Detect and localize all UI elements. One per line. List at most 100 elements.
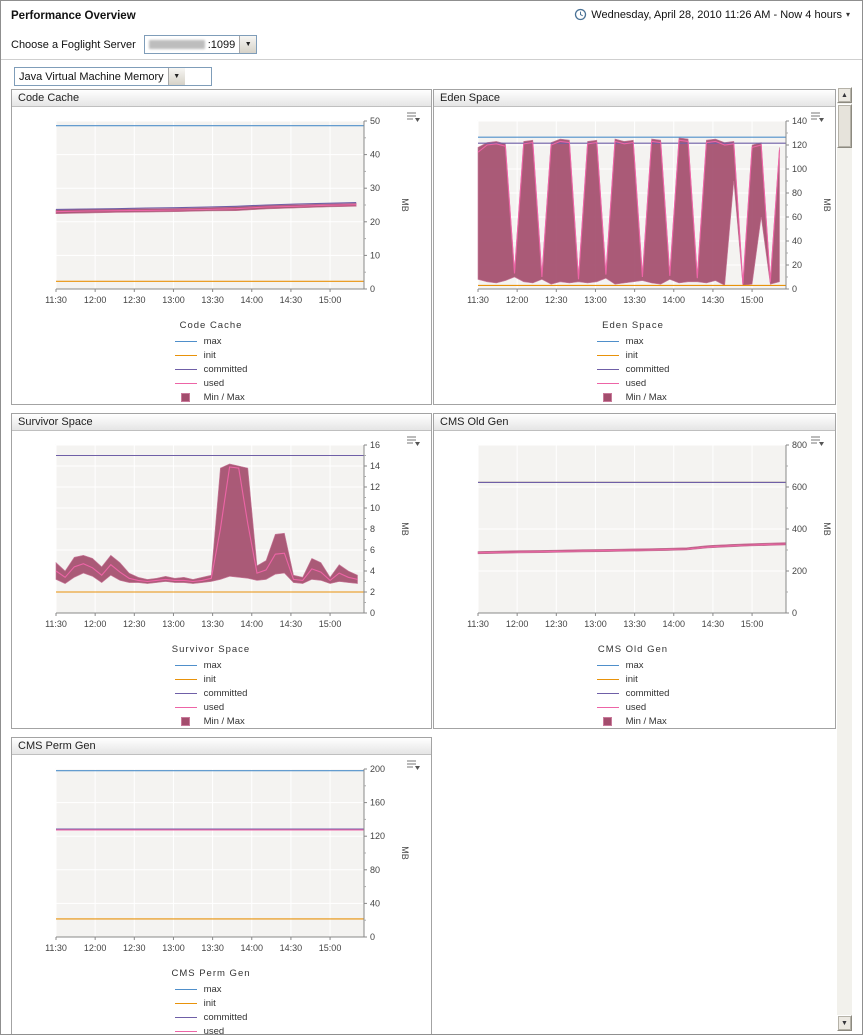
svg-text:12:00: 12:00 [84, 943, 107, 953]
chart-code-cache[interactable]: 0 10 20 30 40 50 11:30 12:00 12:30 13:00 13:30 14:0… [20, 115, 418, 320]
legend-item-init: init [174, 996, 248, 1010]
svg-text:14: 14 [370, 461, 380, 471]
separator [1, 59, 862, 60]
legend-label: init [203, 349, 216, 361]
panel-title: CMS Old Gen [434, 414, 835, 431]
legend-label: Min / Max [203, 391, 245, 403]
legend-swatch-line [596, 354, 619, 356]
chart-legend: Survivor Space max init committed used Min /… [12, 644, 410, 728]
svg-text:0: 0 [370, 608, 375, 618]
legend-item-max: max [596, 658, 670, 672]
legend-item-committed: committed [596, 686, 669, 700]
legend-item-used: used [174, 700, 248, 714]
legend-item-max: max [174, 658, 248, 672]
chart-cms-old-gen[interactable]: 0 200 400 600 800 11:30 12:00 12:30 13:00 13:30 14… [442, 439, 840, 644]
chart-actions-icon[interactable] [810, 434, 825, 448]
svg-text:40: 40 [792, 236, 802, 246]
svg-text:140: 140 [792, 116, 807, 126]
svg-text:15:00: 15:00 [319, 295, 342, 305]
svg-text:14:30: 14:30 [280, 943, 303, 953]
legend-label: Min / Max [625, 715, 667, 727]
legend-swatch-box [602, 392, 612, 402]
svg-text:MB: MB [400, 198, 410, 212]
svg-text:10: 10 [370, 250, 380, 260]
chart-eden-space[interactable]: 0 20 40 60 80 100 120 140 11:30 12:00 12:30 13:00 13… [442, 115, 840, 320]
svg-text:13:00: 13:00 [584, 295, 607, 305]
panel-body: 0 2 4 6 8 10 12 14 16 11:30 12:00 12:30 13:00 13:30 14… [12, 431, 431, 728]
chart-actions-icon[interactable] [406, 758, 421, 772]
arrow-up-icon: ▲ [841, 91, 848, 99]
chart-actions-icon[interactable] [406, 110, 421, 124]
legend-swatch-box [180, 392, 190, 402]
legend-item-init: init [596, 672, 670, 686]
server-port: :1099 [207, 38, 236, 51]
panel-title: CMS Perm Gen [12, 738, 431, 755]
chart-survivor-space[interactable]: 0 2 4 6 8 10 12 14 16 11:30 12:00 12:30 13:00 13:30 14… [20, 439, 418, 644]
svg-text:13:00: 13:00 [584, 619, 607, 629]
svg-text:20: 20 [792, 260, 802, 270]
svg-text:13:30: 13:30 [623, 295, 646, 305]
legend-title: Eden Space [602, 320, 664, 331]
scrollbar-track[interactable]: ▲ ▼ [837, 87, 852, 1031]
svg-text:40: 40 [370, 150, 380, 160]
svg-text:14:00: 14:00 [240, 943, 263, 953]
view-select[interactable]: Java Virtual Machine Memory ▼ [14, 67, 212, 86]
legend-swatch-box [180, 716, 190, 726]
legend-label: init [625, 673, 638, 685]
legend-swatch-line [174, 368, 197, 370]
svg-text:30: 30 [370, 183, 380, 193]
legend-label: Min / Max [625, 391, 667, 403]
svg-text:11:30: 11:30 [467, 295, 489, 305]
legend-swatch-line [174, 988, 197, 990]
chevron-down-icon: ▼ [244, 41, 252, 48]
server-combo[interactable]: :1099 ▼ [143, 35, 258, 54]
svg-text:12: 12 [370, 482, 380, 492]
legend-item-minmax: Min / Max [597, 714, 670, 728]
legend-swatch-box [602, 716, 612, 726]
scroll-thumb[interactable] [837, 104, 852, 148]
svg-text:200: 200 [370, 764, 385, 774]
legend-swatch-line [174, 354, 197, 356]
panel-title: Code Cache [12, 90, 431, 107]
legend-label: max [203, 983, 222, 995]
svg-text:600: 600 [792, 482, 807, 492]
scroll-down-button[interactable]: ▼ [837, 1015, 852, 1031]
panel-survivor-space: Survivor Space 0 2 4 6 8 10 12 14 16 11:30 12:00 12… [11, 413, 432, 729]
chart-actions-icon[interactable] [810, 110, 825, 124]
svg-text:MB: MB [400, 846, 410, 860]
svg-text:12:30: 12:30 [123, 295, 146, 305]
time-range-control[interactable]: Wednesday, April 28, 2010 11:26 AM - Now… [574, 8, 850, 21]
svg-text:200: 200 [792, 566, 807, 576]
legend-item-committed: committed [174, 686, 247, 700]
legend-swatch-line [174, 706, 197, 708]
svg-text:60: 60 [792, 212, 802, 222]
legend-swatch-line [174, 382, 197, 384]
legend-label: committed [203, 1011, 248, 1023]
legend-item-init: init [596, 348, 670, 362]
svg-text:13:30: 13:30 [201, 295, 224, 305]
chart-actions-icon[interactable] [406, 434, 421, 448]
view-select-button[interactable]: ▼ [167, 68, 185, 85]
svg-text:20: 20 [370, 217, 380, 227]
panel-body: 0 10 20 30 40 50 11:30 12:00 12:30 13:00 13:30 14:0… [12, 107, 431, 404]
panel-code-cache: Code Cache 0 10 20 30 40 50 11:30 12:00 12:30 13:… [11, 89, 432, 405]
svg-text:12:30: 12:30 [545, 619, 568, 629]
legend-label: max [203, 659, 222, 671]
chart-cms-perm-gen[interactable]: 0 40 80 120 160 200 11:30 12:00 12:30 13:00 13:30 1… [20, 763, 418, 968]
panel-eden-space: Eden Space 0 20 40 60 80 100 120 140 11:30 12:00 1… [433, 89, 836, 405]
panel-cms-old-gen: CMS Old Gen 0 200 400 600 800 11:30 12:00 12:30… [433, 413, 836, 729]
chart-legend: CMS Old Gen max init committed used Min / Ma… [434, 644, 832, 728]
svg-text:MB: MB [822, 522, 832, 536]
svg-text:12:00: 12:00 [84, 295, 107, 305]
server-dropdown-button[interactable]: ▼ [239, 36, 257, 53]
legend-label: committed [625, 363, 670, 375]
scroll-up-button[interactable]: ▲ [837, 87, 852, 103]
legend-label: init [203, 997, 216, 1009]
legend-label: used [625, 377, 647, 389]
legend-swatch-line [596, 368, 619, 370]
legend-swatch-line [596, 340, 619, 342]
legend-item-committed: committed [174, 362, 247, 376]
svg-text:MB: MB [400, 522, 410, 536]
